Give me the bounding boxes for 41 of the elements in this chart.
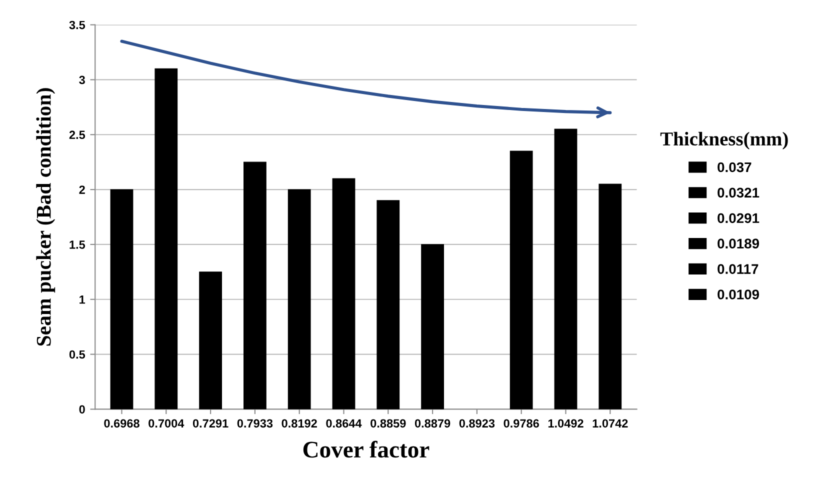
legend-label: 0.0109 (718, 290, 760, 300)
y-tick-label: 2.5 (69, 130, 86, 140)
line-series (120, 40, 612, 114)
bar (421, 244, 444, 410)
x-tick-label: 0.8644 (326, 419, 362, 428)
legend-label: 0.0117 (718, 264, 758, 274)
x-tick-label: 1.0492 (548, 419, 584, 428)
y-tick-label: 0 (79, 405, 85, 414)
legend-label: 0.0189 (718, 238, 760, 249)
y-tick-label: 1.5 (70, 240, 86, 249)
y-tick-label: 3.5 (69, 20, 86, 30)
y-tick-label: 2 (79, 186, 85, 194)
bar (510, 150, 533, 410)
y-tick-label: 1 (80, 296, 86, 304)
legend-label: 0.0291 (718, 213, 760, 224)
bar (154, 68, 178, 410)
legend-label: 0.037 (718, 162, 752, 172)
x-tick-label: 0.8879 (414, 419, 450, 428)
y-tick-label: 3 (79, 76, 85, 84)
x-tick-label: 0.8923 (459, 419, 495, 428)
bar (598, 184, 622, 410)
x-tick-label: 0.8192 (282, 419, 317, 428)
bar (110, 189, 134, 410)
x-tick-label: 1.0742 (592, 419, 628, 428)
y-tick-label: 0.5 (69, 350, 86, 359)
x-tick-label: 0.8859 (370, 419, 406, 428)
x-axis-title: Cover factor (303, 440, 430, 458)
legend-title: Thickness(mm) (660, 132, 788, 150)
x-tick-label: 0.9786 (504, 419, 539, 428)
x-tick-label: 0.7291 (192, 419, 228, 428)
bar (288, 189, 311, 410)
bar (243, 162, 266, 410)
bar (199, 272, 222, 410)
y-axis-title: Seam pucker (Bad condition) (36, 88, 56, 346)
bar (554, 128, 578, 410)
bar (332, 178, 356, 410)
x-tick-label: 0.7933 (237, 419, 273, 428)
x-tick-label: 0.7004 (148, 419, 184, 428)
legend-label: 0.0321 (718, 188, 760, 198)
x-tick-label: 0.6968 (104, 419, 140, 428)
bar (376, 200, 400, 410)
